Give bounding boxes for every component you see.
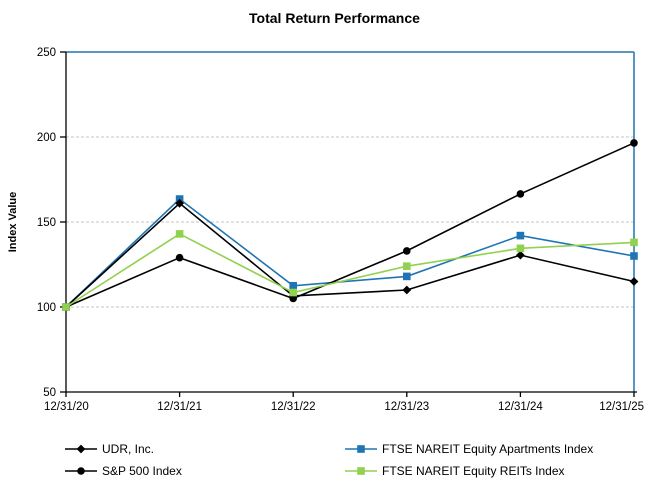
series-line-3 xyxy=(65,232,635,308)
series-1-marker-4 xyxy=(516,190,525,198)
series-0-marker-1 xyxy=(175,198,184,208)
series-line-2 xyxy=(65,198,635,308)
reits-line-square-swatch xyxy=(345,467,377,475)
legend-item-sp500: S&P 500 Index xyxy=(64,460,182,482)
legend-column-left: UDR, Inc. S&P 500 Index xyxy=(64,438,182,482)
series-1-marker-3 xyxy=(403,247,411,255)
legend-label-apartments-index: FTSE NAREIT Equity Apartments Index xyxy=(382,442,594,456)
legend-column-right: FTSE NAREIT Equity Apartments Index FTSE… xyxy=(344,438,593,482)
series-3 xyxy=(62,230,638,311)
y-tick-label-200: 200 xyxy=(37,132,56,144)
x-tick-label-4: 12/31/24 xyxy=(498,401,543,413)
chart-title: Total Return Performance xyxy=(249,10,420,26)
series-3-marker-3 xyxy=(403,262,411,270)
legend-label-udr: UDR, Inc. xyxy=(102,442,155,456)
legend-label-sp500: S&P 500 Index xyxy=(102,464,182,478)
series-2-marker-5 xyxy=(630,252,638,260)
udr-line-diamond-swatch xyxy=(65,444,97,454)
y-tick-label-250: 250 xyxy=(37,47,56,59)
y-axis-title: Index Value xyxy=(7,191,19,253)
series-0-marker-4 xyxy=(516,250,525,260)
series-2-marker-2 xyxy=(289,281,297,290)
plot-area: 50 100 150 200 250 12/31/20 12/31/21 12/31/22 12… xyxy=(37,47,644,413)
x-tick-label-0: 12/31/20 xyxy=(44,401,89,413)
apartments-line-square-swatch xyxy=(345,445,377,453)
legend-label-reits-index: FTSE NAREIT Equity REITs Index xyxy=(382,464,565,478)
series-0-marker-5 xyxy=(629,277,639,286)
series-3-marker-5 xyxy=(630,238,638,247)
series-0 xyxy=(61,198,639,312)
series-2-marker-4 xyxy=(516,231,525,240)
legend-item-apartments-index: FTSE NAREIT Equity Apartments Index xyxy=(344,438,593,460)
sp500-line-circle-swatch xyxy=(65,467,97,475)
x-tick-label-1: 12/31/21 xyxy=(157,401,202,413)
series-line-1 xyxy=(65,142,635,308)
x-tick-label-2: 12/31/22 xyxy=(271,401,316,413)
series-2-marker-3 xyxy=(403,272,411,281)
series-1-marker-5 xyxy=(630,139,638,147)
series-3-marker-2 xyxy=(289,288,297,297)
y-tick-label-150: 150 xyxy=(37,217,56,229)
legend-marker xyxy=(357,445,365,453)
legend: UDR, Inc. S&P 500 Index FTSE NAREIT Equi… xyxy=(0,438,669,486)
series-3-marker-1 xyxy=(175,230,184,238)
series-0-marker-3 xyxy=(402,285,412,295)
y-tick-label-100: 100 xyxy=(37,302,56,314)
series-1-marker-1 xyxy=(175,253,184,262)
series-3-marker-4 xyxy=(516,244,525,253)
legend-marker xyxy=(76,444,86,454)
series-3-marker-0 xyxy=(62,303,70,311)
legend-item-reits-index: FTSE NAREIT Equity REITs Index xyxy=(344,460,593,482)
x-tick-label-3: 12/31/23 xyxy=(384,401,429,413)
y-tick-label-50: 50 xyxy=(43,387,56,399)
series-line-0 xyxy=(65,202,635,308)
x-tick-label-5: 12/31/25 xyxy=(599,401,644,413)
legend-item-udr: UDR, Inc. xyxy=(64,438,182,460)
series-1 xyxy=(62,139,638,311)
legend-marker xyxy=(77,467,85,475)
legend-marker xyxy=(357,467,365,475)
